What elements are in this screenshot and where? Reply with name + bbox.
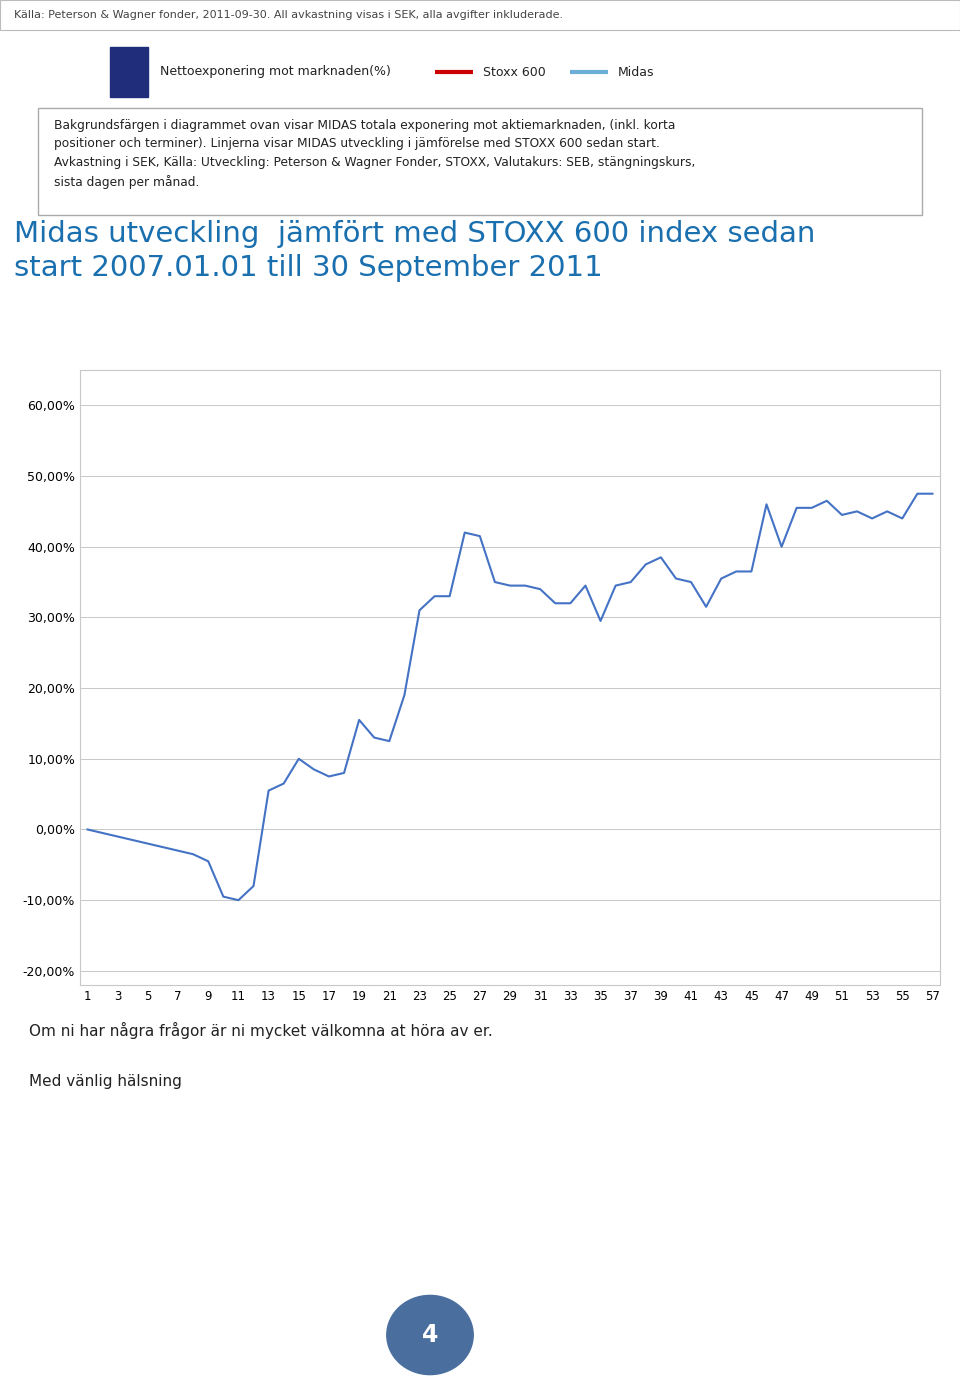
Text: Om ni har några frågor är ni mycket välkomna at höra av er.: Om ni har några frågor är ni mycket välk… xyxy=(29,1022,492,1040)
Text: Midas: Midas xyxy=(618,66,655,78)
Bar xyxy=(110,47,148,96)
Text: Nettoexponering mot marknaden(%): Nettoexponering mot marknaden(%) xyxy=(160,66,391,78)
Text: 4: 4 xyxy=(421,1323,438,1347)
Text: Bakgrundsfärgen i diagrammet ovan visar MIDAS totala exponering mot aktiemarknad: Bakgrundsfärgen i diagrammet ovan visar … xyxy=(55,118,696,189)
Ellipse shape xyxy=(387,1296,473,1374)
Text: Källa: Peterson & Wagner fonder, 2011-09-30. All avkastning visas i SEK, alla av: Källa: Peterson & Wagner fonder, 2011-09… xyxy=(14,10,564,21)
Text: Med vänlig hälsning: Med vänlig hälsning xyxy=(29,1074,181,1089)
Text: Midas utveckling  jämfört med STOXX 600 index sedan
start 2007.01.01 till 30 Sep: Midas utveckling jämfört med STOXX 600 i… xyxy=(14,220,816,282)
Text: Stoxx 600: Stoxx 600 xyxy=(483,66,545,78)
